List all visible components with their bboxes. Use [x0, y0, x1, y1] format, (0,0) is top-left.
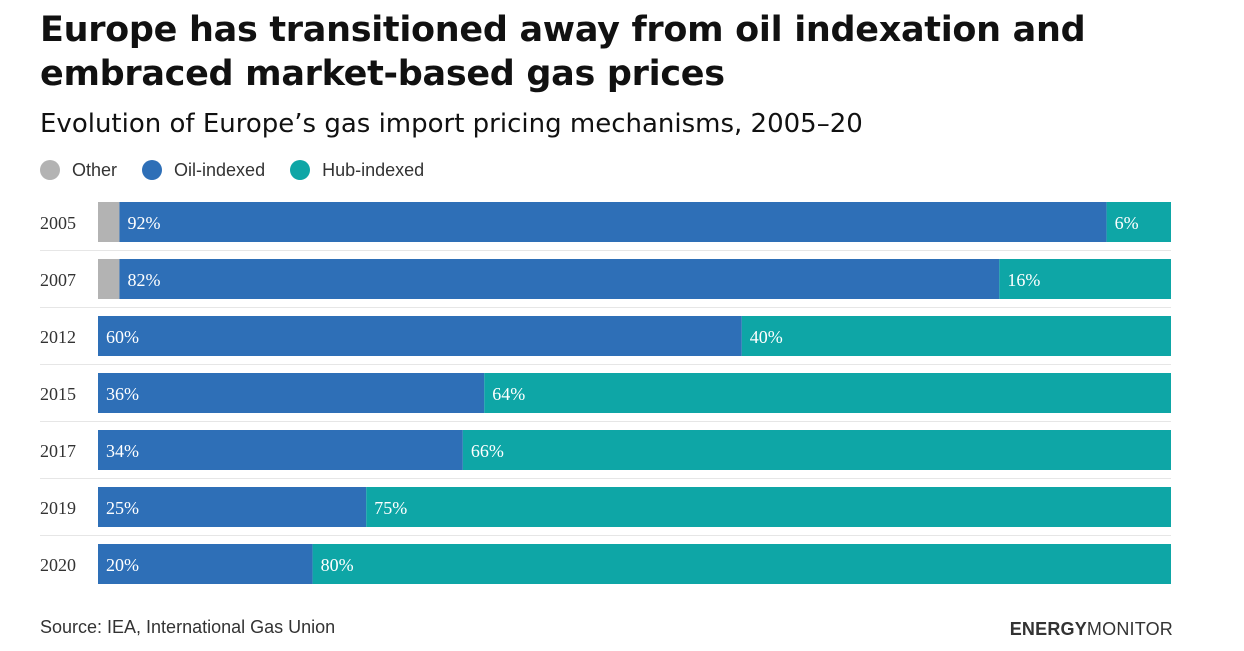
- legend-label-other: Other: [72, 159, 118, 180]
- data-label-oil-indexed: 60%: [106, 327, 139, 347]
- bar-segment-other: [98, 259, 120, 299]
- data-label-oil-indexed: 20%: [106, 555, 139, 575]
- legend-item-other: Other: [40, 160, 117, 181]
- brand-logo-bold: ENERGY: [1009, 619, 1087, 639]
- bar-segment-hub-indexed: [462, 430, 1171, 470]
- bar-segment-hub-indexed: [1106, 202, 1171, 242]
- legend-label-oil-indexed: Oil-indexed: [174, 159, 266, 180]
- legend: Other Oil-indexed Hub-indexed: [40, 157, 449, 183]
- data-label-oil-indexed: 34%: [106, 441, 139, 461]
- category-label: 2015: [40, 384, 76, 404]
- category-label: 2017: [40, 441, 76, 461]
- bar-segment-oil-indexed: [98, 373, 485, 413]
- data-label-oil-indexed: 82%: [127, 270, 160, 290]
- data-label-oil-indexed: 92%: [127, 213, 160, 233]
- bar-segment-oil-indexed: [119, 202, 1107, 242]
- data-label-oil-indexed: 25%: [106, 498, 139, 518]
- bar-segment-oil-indexed: [98, 544, 313, 584]
- category-label: 2005: [40, 213, 76, 233]
- bar-segment-hub-indexed: [999, 259, 1171, 299]
- bar-segment-oil-indexed: [119, 259, 1000, 299]
- legend-swatch-hub-indexed: [290, 160, 311, 180]
- data-label-oil-indexed: 36%: [106, 384, 139, 404]
- bar-segment-hub-indexed: [312, 544, 1172, 584]
- category-label: 2020: [40, 555, 76, 575]
- source-note: Source: IEA, International Gas Union: [40, 617, 336, 637]
- brand-logo-light: MONITOR: [1086, 619, 1173, 639]
- category-label: 2007: [40, 270, 76, 290]
- data-label-hub-indexed: 75%: [374, 498, 407, 518]
- data-label-hub-indexed: 80%: [321, 555, 354, 575]
- legend-item-hub-indexed: Hub-indexed: [290, 160, 424, 181]
- legend-label-hub-indexed: Hub-indexed: [322, 159, 425, 180]
- bar-segment-oil-indexed: [98, 487, 367, 527]
- data-label-hub-indexed: 16%: [1007, 270, 1040, 290]
- data-label-hub-indexed: 40%: [750, 327, 783, 347]
- legend-item-oil-indexed: Oil-indexed: [142, 160, 265, 181]
- bar-segment-hub-indexed: [484, 373, 1171, 413]
- bar-segment-oil-indexed: [98, 430, 463, 470]
- legend-swatch-oil-indexed: [142, 160, 163, 180]
- data-label-hub-indexed: 64%: [492, 384, 525, 404]
- chart-subtitle: Evolution of Europe’s gas import pricing…: [40, 109, 863, 139]
- chart-title: Europe has transitioned away from oil in…: [40, 10, 1086, 94]
- bar-segment-oil-indexed: [98, 316, 742, 356]
- bar-segment-other: [98, 202, 120, 242]
- category-label: 2019: [40, 498, 76, 518]
- legend-swatch-other: [40, 160, 60, 180]
- bar-segment-hub-indexed: [741, 316, 1171, 356]
- brand-logo: ENERGYMONITOR: [1010, 619, 1173, 640]
- bar-segment-hub-indexed: [366, 487, 1171, 527]
- category-label: 2012: [40, 327, 76, 347]
- data-label-hub-indexed: 66%: [471, 441, 504, 461]
- data-label-hub-indexed: 6%: [1115, 213, 1139, 233]
